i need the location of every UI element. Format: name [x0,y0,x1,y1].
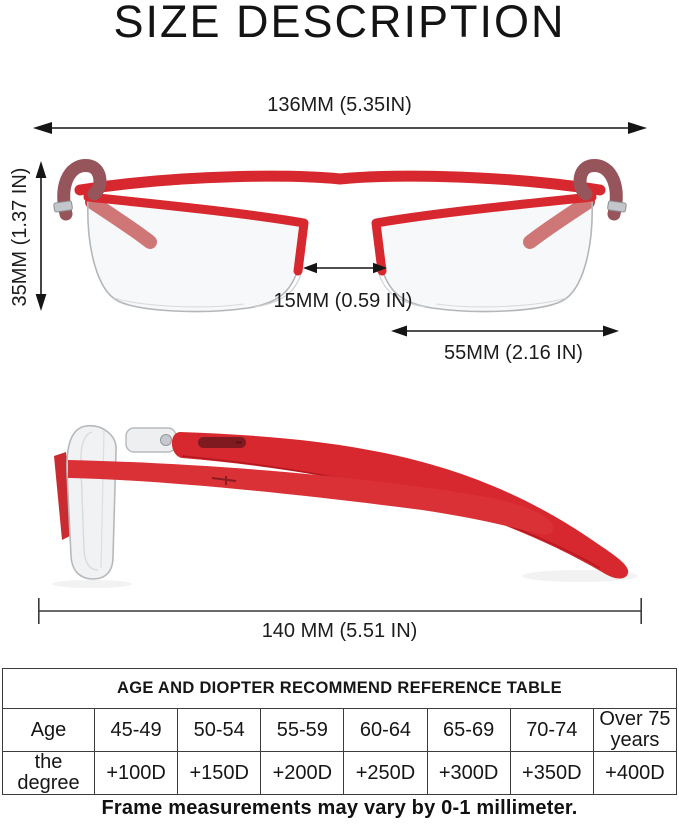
degree-cell: +350D [509,751,594,795]
row-label-degree: the degree [2,751,95,795]
degree-cell: +250D [343,751,428,795]
degree-cell: +200D [260,751,345,795]
age-cell: 45-49 [93,708,179,752]
age-cell: 55-59 [260,708,345,752]
page-title: SIZE DESCRIPTION [113,0,566,47]
lens-width-label: 55MM (2.16 IN) [444,342,583,364]
glasses-side-view-image [52,425,638,588]
degree-cell: +100D [93,751,179,795]
temple-length-label: 140 MM (5.51 IN) [261,620,418,642]
glasses-front-view-image [53,159,627,313]
frame-width-label: 136MM (5.35IN) [267,94,412,116]
footer-note: Frame measurements may vary by 0-1 milli… [101,797,578,819]
age-cell: 50-54 [177,708,262,752]
degree-cell: +400D [592,751,678,795]
table-title: AGE AND DIOPTER RECOMMEND REFERENCE TABL… [2,668,677,709]
age-cell: 60-64 [343,708,428,752]
frame-width-arrow [33,122,647,134]
age-diopter-reference-table: AGE AND DIOPTER RECOMMEND REFERENCE TABL… [2,668,678,795]
table-row-degree: the degree +100D +150D +200D +250D +300D… [2,751,678,795]
lens-height-arrow [35,161,47,311]
age-cell: Over 75 years [592,708,678,752]
age-cell: 70-74 [509,708,594,752]
degree-cell: +150D [177,751,262,795]
bridge-width-arrow [303,262,387,274]
lens-height-label: 35MM (1.37 IN) [9,167,31,307]
bridge-width-label: 15MM (0.59 IN) [273,290,413,312]
lens-width-arrow [391,325,619,337]
row-label-age: Age [2,708,95,752]
table-row-age: Age 45-49 50-54 55-59 60-64 65-69 70-74 … [2,708,678,752]
temple-length-line [37,598,643,624]
age-cell: 65-69 [426,708,511,752]
degree-cell: +300D [426,751,511,795]
